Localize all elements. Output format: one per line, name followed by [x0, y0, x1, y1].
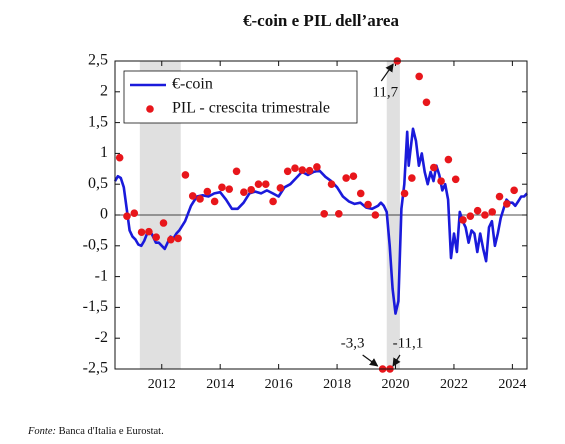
scatter-point — [488, 208, 497, 216]
scatter-point — [342, 174, 350, 182]
value-label: -3,3 — [341, 335, 365, 351]
scatter-point — [510, 186, 518, 195]
scatter-point — [232, 167, 241, 176]
scatter-point — [167, 235, 175, 244]
y-tick-label: 2 — [100, 82, 108, 99]
legend-label: €-coin — [172, 76, 213, 93]
scatter-point — [283, 167, 292, 176]
annotation-arrow — [392, 354, 401, 367]
scatter-point — [305, 166, 314, 175]
scatter-point — [254, 180, 263, 188]
y-tick-label: 0 — [100, 206, 108, 223]
scatter-point — [152, 233, 160, 241]
scatter-point — [400, 189, 409, 198]
scatter-point — [437, 177, 445, 185]
source: Fonte: Banca d'Italia e Eurostat. — [27, 426, 164, 437]
y-tick-label: -2,5 — [83, 360, 108, 377]
scatter-point — [459, 216, 467, 224]
scatter-point — [451, 175, 460, 184]
scatter-point — [247, 185, 255, 194]
scatter-point — [327, 180, 336, 188]
scatter-point — [218, 183, 226, 192]
y-tick-label: -2 — [95, 329, 108, 346]
scatter-point — [422, 98, 431, 107]
scatter-point — [349, 172, 358, 180]
scatter-point — [188, 192, 197, 200]
scatter-point — [313, 163, 321, 171]
legend-box — [123, 70, 358, 124]
y-tick-label: 0,5 — [88, 175, 108, 192]
scatter-point — [225, 185, 234, 193]
scatter-point — [261, 180, 270, 188]
scatter-point — [276, 184, 285, 192]
scatter-point — [240, 188, 248, 197]
scatter-point — [145, 227, 153, 236]
value-label: -11,1 — [393, 335, 424, 351]
x-tick-label: 2012 — [148, 377, 176, 392]
x-tick-label: 2020 — [382, 377, 410, 392]
scatter-point — [123, 212, 131, 221]
y-tick-label: -1,5 — [83, 298, 108, 315]
x-tick-label: 2022 — [440, 377, 468, 392]
y-tick-label: 1 — [100, 144, 108, 161]
scatter-point — [159, 219, 168, 227]
source-label: Fonte: — [27, 426, 56, 437]
y-tick-label: 2,5 — [88, 52, 108, 69]
scatter-point — [335, 209, 343, 218]
scatter-point — [481, 211, 489, 219]
scatter-point — [196, 195, 204, 203]
x-tick-label: 2018 — [323, 377, 351, 392]
scatter-point — [364, 200, 372, 209]
scatter-point — [371, 211, 380, 219]
scatter-point — [115, 153, 124, 162]
x-tick-label: 2024 — [498, 377, 526, 392]
annotation-arrow — [362, 354, 379, 367]
y-tick-label: 1,5 — [88, 113, 108, 130]
scatter-point — [473, 206, 482, 215]
scatter-point — [210, 197, 219, 206]
scatter-point — [203, 187, 212, 196]
value-label: 11,7 — [372, 84, 398, 100]
chart-title: €-coin e PIL dell’area — [243, 11, 399, 30]
scatter-point — [269, 197, 277, 206]
legend-swatch — [146, 105, 154, 113]
scatter-point — [320, 209, 329, 218]
scatter-point — [130, 209, 139, 217]
scatter-point — [181, 171, 190, 179]
source-text: Banca d'Italia e Eurostat. — [59, 426, 164, 437]
plot-frame — [114, 60, 528, 370]
scatter-point — [174, 234, 182, 243]
y-tick-label: -0,5 — [83, 236, 108, 253]
annotation-arrow — [380, 63, 394, 82]
x-tick-label: 2014 — [206, 377, 234, 392]
scatter-point — [503, 200, 511, 208]
scatter-point — [444, 155, 453, 164]
legend-label: PIL - crescita trimestrale — [172, 100, 330, 117]
scatter-point — [408, 174, 416, 182]
scatter-point — [415, 72, 423, 81]
scatter-point — [137, 228, 146, 237]
x-tick-label: 2016 — [265, 377, 293, 392]
scatter-point — [356, 189, 365, 198]
y-tick-label: -1 — [95, 267, 108, 284]
scatter-point — [495, 192, 504, 201]
scatter-point — [298, 166, 307, 174]
scatter-point — [291, 164, 299, 172]
scatter-point — [466, 212, 475, 221]
scatter-point — [429, 163, 438, 172]
